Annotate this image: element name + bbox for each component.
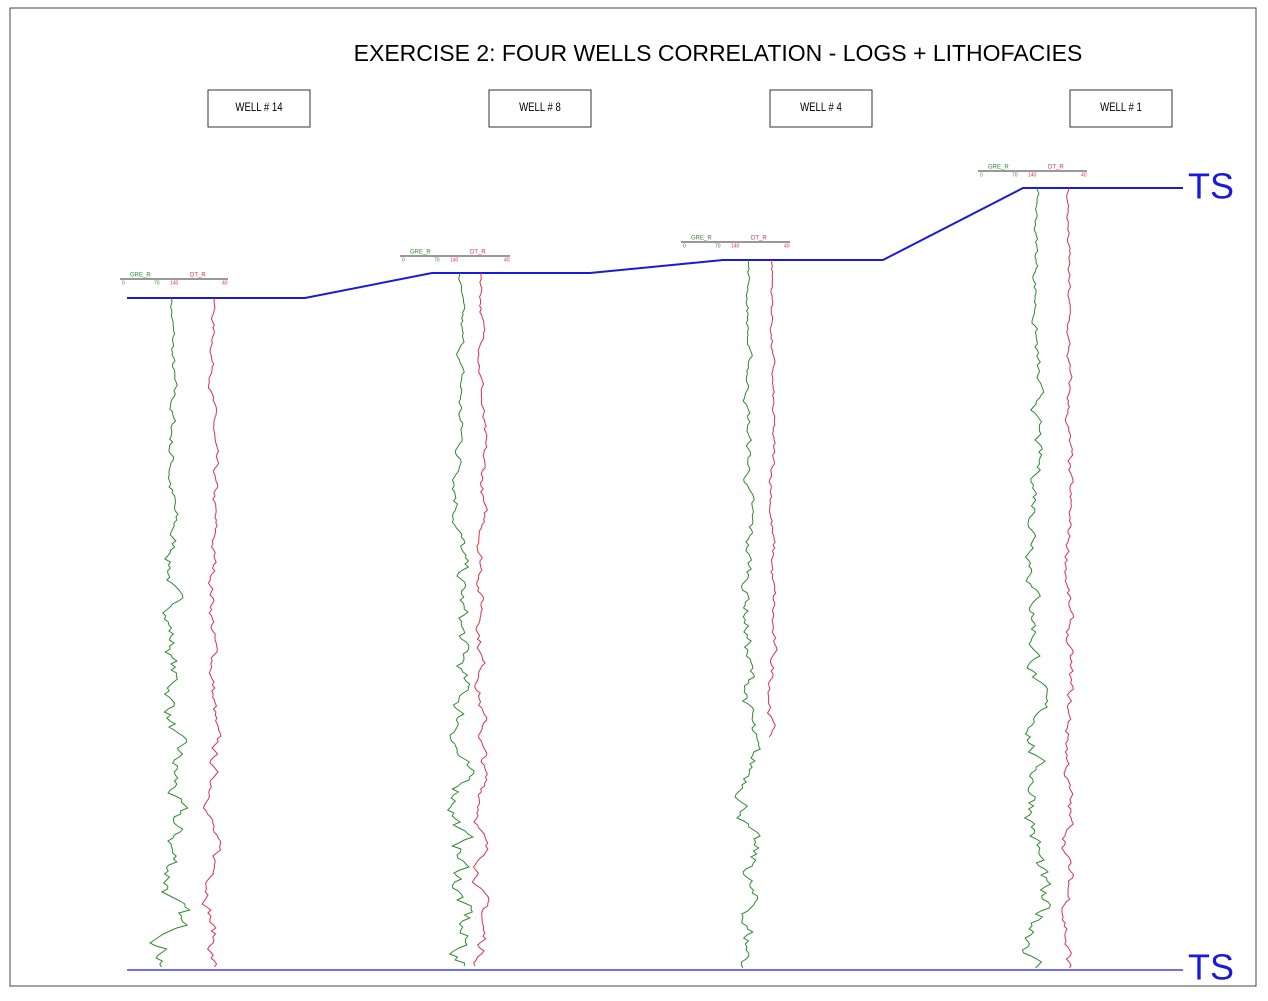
scale-label: 140 <box>1028 172 1037 178</box>
dt-header: DT_R <box>751 236 767 242</box>
scale-label: 0 <box>122 280 125 286</box>
horizon-label: TS <box>1188 166 1234 207</box>
horizon-label: TS <box>1188 947 1234 988</box>
dt-header: DT_R <box>1048 165 1064 171</box>
scale-label: 40 <box>504 257 510 263</box>
well-label: WELL # 4 <box>800 101 842 114</box>
scale-label: 70 <box>715 243 721 249</box>
scale-label: 40 <box>784 243 790 249</box>
log-curve <box>471 272 490 967</box>
log-curve <box>1061 187 1075 969</box>
scale-label: 70 <box>1012 172 1018 178</box>
dt-header: DT_R <box>190 273 206 279</box>
scale-label: 40 <box>1081 172 1087 178</box>
well-box <box>207 89 311 128</box>
scale-label: 0 <box>980 172 983 178</box>
well-box <box>1069 89 1173 128</box>
top-horizon <box>127 187 1183 299</box>
log-curve <box>148 297 191 968</box>
well-label: WELL # 14 <box>235 101 282 114</box>
title: EXERCISE 2: FOUR WELLS CORRELATION - LOG… <box>354 40 1083 66</box>
scale-label: 0 <box>683 243 686 249</box>
scale-label: 140 <box>170 280 179 286</box>
log-curve <box>201 297 222 968</box>
log-curve <box>446 272 475 967</box>
scale-label: 70 <box>154 280 160 286</box>
scale-label: 70 <box>434 257 440 263</box>
gr-header: GRE_R <box>691 236 712 242</box>
gr-header: GRE_R <box>988 165 1009 171</box>
well-label: WELL # 1 <box>1100 101 1142 114</box>
scale-label: 140 <box>731 243 740 249</box>
log-curve <box>1021 187 1052 969</box>
frame <box>9 7 1257 987</box>
dt-header: DT_R <box>470 250 486 256</box>
log-curve <box>766 259 778 738</box>
well-box <box>488 89 592 128</box>
scale-label: 140 <box>450 257 459 263</box>
well-box <box>769 89 873 128</box>
log-curve <box>734 259 761 969</box>
scale-label: 40 <box>222 280 228 286</box>
scale-label: 0 <box>402 257 405 263</box>
gr-header: GRE_R <box>130 273 151 279</box>
well-label: WELL # 8 <box>519 101 561 114</box>
gr-header: GRE_R <box>410 250 431 256</box>
